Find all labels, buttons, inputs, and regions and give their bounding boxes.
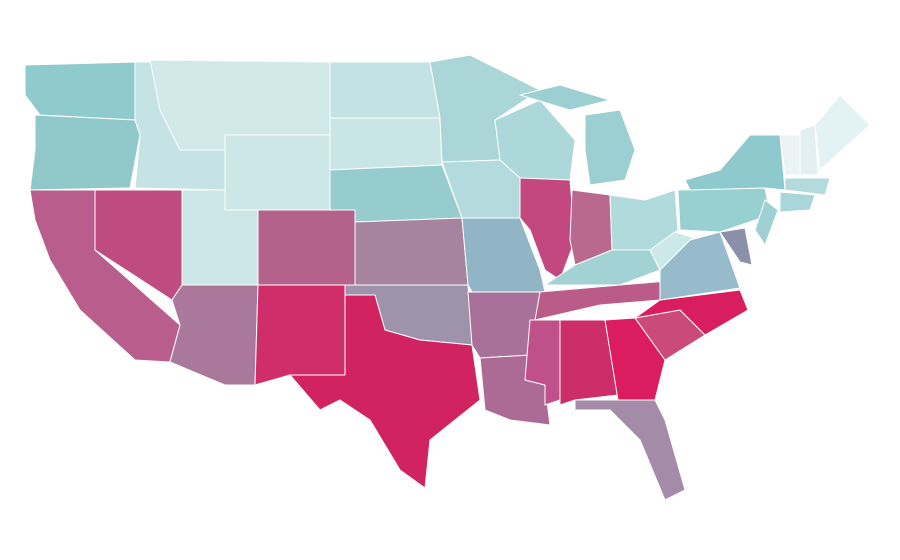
region xyxy=(779,191,816,213)
region xyxy=(754,199,779,246)
region xyxy=(24,61,136,121)
region xyxy=(649,231,696,271)
region xyxy=(354,217,469,286)
region xyxy=(559,319,619,406)
region xyxy=(329,61,441,119)
region xyxy=(519,84,611,111)
region xyxy=(224,134,331,211)
region xyxy=(814,94,871,171)
region xyxy=(254,284,346,386)
region xyxy=(584,109,636,186)
region xyxy=(29,114,141,191)
region xyxy=(799,124,819,176)
region xyxy=(719,227,753,266)
region xyxy=(684,134,786,191)
region xyxy=(257,209,356,286)
region xyxy=(519,177,576,281)
region xyxy=(169,284,259,386)
region xyxy=(604,317,666,401)
region xyxy=(289,294,481,489)
region xyxy=(574,399,686,501)
region xyxy=(784,177,831,196)
region xyxy=(634,289,749,336)
region xyxy=(329,117,443,171)
